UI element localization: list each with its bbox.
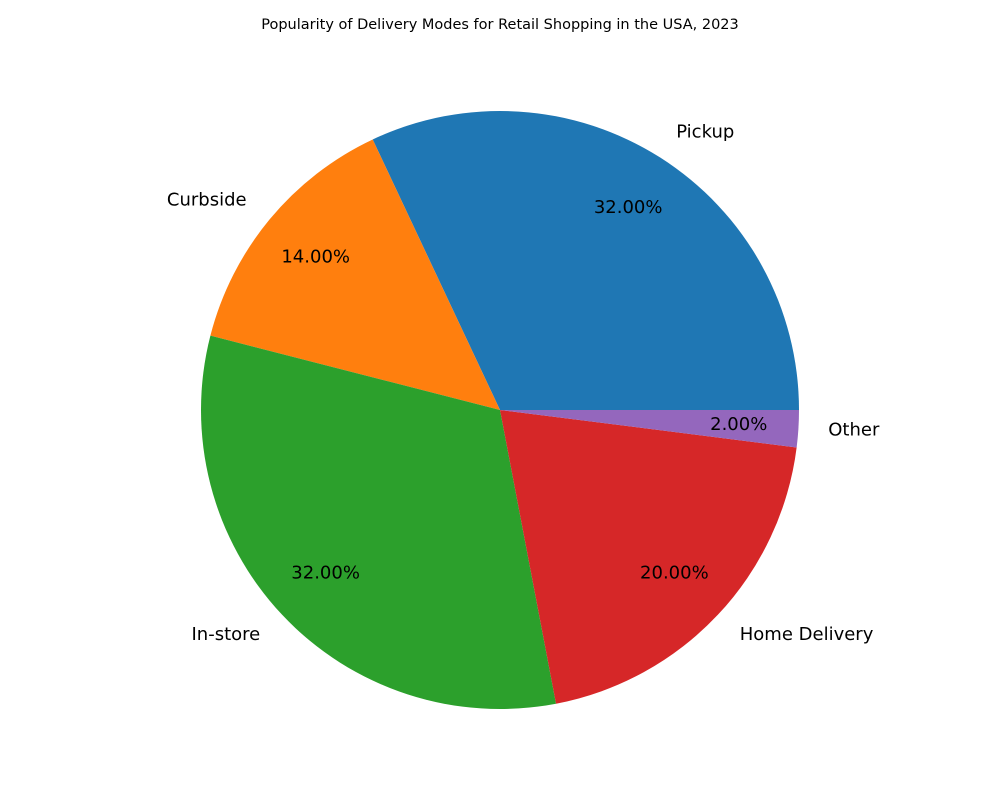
slice-value-curbside: 14.00%: [281, 247, 350, 268]
slice-value-home-delivery: 20.00%: [640, 563, 709, 584]
pie-slice-home-delivery: [500, 410, 797, 704]
slice-value-other: 2.00%: [710, 414, 767, 435]
slice-label-other: Other: [828, 420, 880, 441]
chart-title: Popularity of Delivery Modes for Retail …: [261, 17, 739, 33]
slice-value-pickup: 32.00%: [594, 197, 663, 218]
pie-slice-pickup: [372, 111, 799, 411]
pie-slice-curbside: [210, 139, 501, 410]
slice-value-in-store: 32.00%: [291, 563, 360, 584]
slice-label-home-delivery: Home Delivery: [740, 624, 874, 645]
slice-label-in-store: In-store: [191, 624, 260, 645]
pie-slices: [200, 111, 799, 709]
slice-label-curbside: Curbside: [167, 189, 247, 210]
pie-labels: Pickup 32.00% Curbside 14.00% In-store 32.00%…: [167, 121, 880, 645]
slice-label-pickup: Pickup: [676, 121, 734, 142]
pie-slice-in-store: [200, 335, 557, 709]
pie-slice-other: [500, 410, 799, 448]
